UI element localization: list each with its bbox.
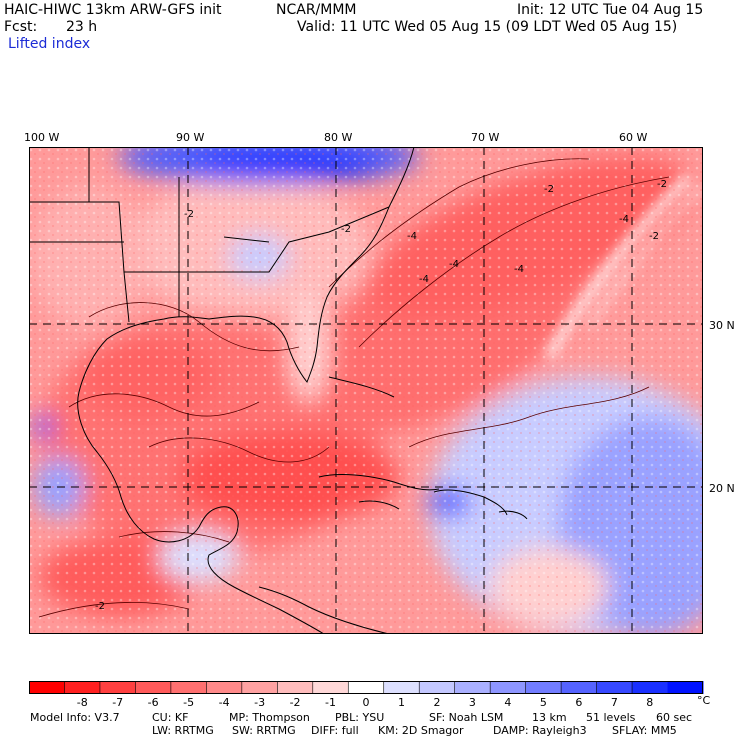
time-step: 60 sec xyxy=(656,711,693,724)
colorbar-swatch xyxy=(241,681,278,694)
colorbar-swatches: -8 -7 -6 -5 -4 -3 -2 -1 0 1 2 3 4 5 6 7 8 xyxy=(29,681,704,709)
coastlines xyxy=(29,147,528,634)
forecast-label: Fcst: xyxy=(4,19,38,35)
lon-label-100w: 100 W xyxy=(24,131,60,144)
colorbar-swatch xyxy=(596,681,633,694)
contour-label: -4 xyxy=(407,231,417,242)
contour-label: -4 xyxy=(619,214,629,225)
lon-label-70w: 70 W xyxy=(471,131,500,144)
model-version: Model Info: V3.7 xyxy=(30,711,120,724)
init-time: Init: 12 UTC Tue 04 Aug 15 xyxy=(517,2,704,18)
colorbar-tick-label: -2 xyxy=(290,696,301,709)
colorbar-swatch xyxy=(135,681,172,694)
colorbar-swatch xyxy=(561,681,598,694)
colorbar-swatch xyxy=(419,681,456,694)
colorbar-swatch xyxy=(206,681,243,694)
colorbar-tick-label: 3 xyxy=(469,696,476,709)
contour-label: -4 xyxy=(514,264,524,275)
colorbar-tick-label: -7 xyxy=(112,696,123,709)
map-canvas: -2 -4 -2 -4 -4 -4 -2 -2 -2 -4 -2 xyxy=(29,147,703,634)
longwave-scheme: LW: RRTMG xyxy=(152,724,214,737)
km-option: KM: 2D Smagor xyxy=(378,724,464,737)
cumulus-scheme: CU: KF xyxy=(152,711,189,724)
contour-label: -2 xyxy=(184,209,194,220)
pbl-scheme: PBL: YSU xyxy=(335,711,385,724)
lat-label-20n: 20 N xyxy=(709,482,735,495)
lat-label-30n: 30 N xyxy=(709,319,735,332)
vertical-levels: 51 levels xyxy=(586,711,636,724)
contour-label: -2 xyxy=(544,184,554,195)
colorbar-tick-label: -3 xyxy=(254,696,265,709)
valid-time: Valid: 11 UTC Wed 05 Aug 15 (09 LDT Wed … xyxy=(297,19,678,35)
colorbar-tick-label: 1 xyxy=(398,696,405,709)
shortwave-scheme: SW: RRTMG xyxy=(232,724,296,737)
microphysics-scheme: MP: Thompson xyxy=(229,711,310,724)
model-title: HAIC-HIWC 13km ARW-GFS init xyxy=(4,2,222,18)
colorbar-tick-label: -1 xyxy=(325,696,336,709)
colorbar: -8 -7 -6 -5 -4 -3 -2 -1 0 1 2 3 4 5 6 7 8 xyxy=(29,681,719,715)
surface-scheme: SF: Noah LSM xyxy=(429,711,504,724)
colorbar-unit: °C xyxy=(697,694,711,707)
colorbar-swatch xyxy=(312,681,349,694)
colorbar-tick-label: 2 xyxy=(433,696,440,709)
lon-label-60w: 60 W xyxy=(619,131,648,144)
contour-label: -2 xyxy=(95,601,105,612)
contour-lines xyxy=(38,158,670,618)
lon-label-80w: 80 W xyxy=(324,131,353,144)
damping-option: DAMP: Rayleigh3 xyxy=(493,724,587,737)
colorbar-tick-label: -8 xyxy=(77,696,88,709)
colorbar-tick-label: -5 xyxy=(183,696,194,709)
colorbar-tick-label: 0 xyxy=(363,696,370,709)
colorbar-swatch xyxy=(348,681,385,694)
colorbar-tick-label: -4 xyxy=(219,696,230,709)
lon-label-90w: 90 W xyxy=(176,131,205,144)
forecast-hour: 23 h xyxy=(66,19,98,35)
diffusion-option: DIFF: full xyxy=(311,724,359,737)
colorbar-swatch xyxy=(667,681,704,694)
surface-layer-scheme: SFLAY: MM5 xyxy=(612,724,677,737)
colorbar-border xyxy=(29,681,703,694)
field-name: Lifted index xyxy=(8,36,91,52)
colorbar-swatch xyxy=(64,681,101,694)
colorbar-tick-label: 4 xyxy=(504,696,511,709)
colorbar-swatch xyxy=(99,681,136,694)
colorbar-tick-label: 6 xyxy=(575,696,582,709)
colorbar-tick-label: 7 xyxy=(611,696,618,709)
colorbar-swatch xyxy=(170,681,207,694)
contour-label: -2 xyxy=(657,179,667,190)
colorbar-swatch xyxy=(525,681,562,694)
resolution: 13 km xyxy=(532,711,567,724)
colorbar-swatch xyxy=(490,681,527,694)
organization-label: NCAR/MMM xyxy=(276,2,357,18)
colorbar-swatch xyxy=(277,681,314,694)
colorbar-swatch xyxy=(454,681,491,694)
colorbar-tick-label: 8 xyxy=(646,696,653,709)
lifted-index-map: -2 -4 -2 -4 -4 -4 -2 -2 -2 -4 -2 xyxy=(29,147,703,634)
colorbar-tick-label: 5 xyxy=(540,696,547,709)
colorbar-swatch xyxy=(383,681,420,694)
colorbar-swatch xyxy=(29,681,65,694)
contour-label: -2 xyxy=(341,224,351,235)
contour-label: -2 xyxy=(649,231,659,242)
colorbar-swatch xyxy=(632,681,669,694)
colorbar-tick-label: -6 xyxy=(148,696,159,709)
contour-label: -4 xyxy=(419,274,429,285)
contour-label: -4 xyxy=(449,259,459,270)
